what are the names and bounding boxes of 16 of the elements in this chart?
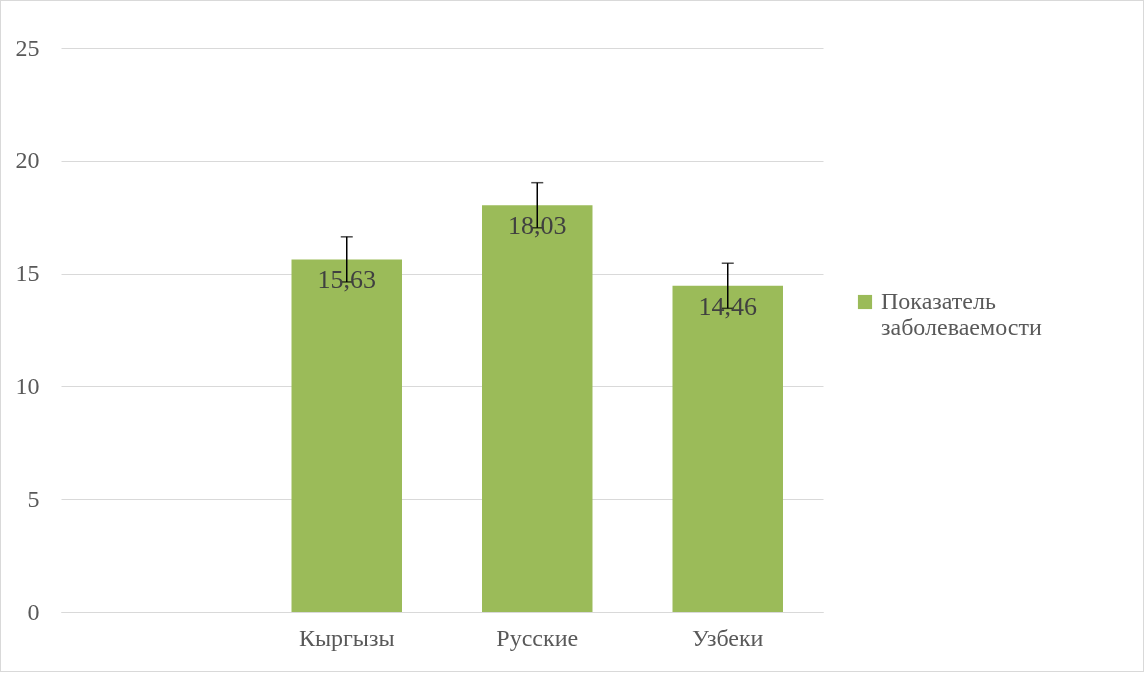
data-label: 18,03	[508, 211, 567, 241]
x-tick-label: Узбеки	[692, 624, 764, 651]
data-label: 15,63	[317, 265, 376, 295]
x-tick-label: Русские	[496, 624, 579, 651]
y-tick-label: 25	[15, 34, 40, 61]
y-tick-label: 15	[15, 260, 40, 287]
bar	[672, 285, 783, 612]
bar	[291, 259, 402, 612]
y-tick-label: 0	[27, 598, 40, 625]
legend-label: Показатель заболеваемости	[881, 288, 1042, 340]
y-tick-label: 5	[27, 485, 40, 512]
bar	[482, 205, 593, 612]
y-tick-label: 20	[15, 147, 40, 174]
data-label: 14,46	[698, 291, 757, 321]
x-tick-label: Кыргызы	[298, 624, 395, 651]
y-tick-label: 10	[15, 372, 40, 399]
